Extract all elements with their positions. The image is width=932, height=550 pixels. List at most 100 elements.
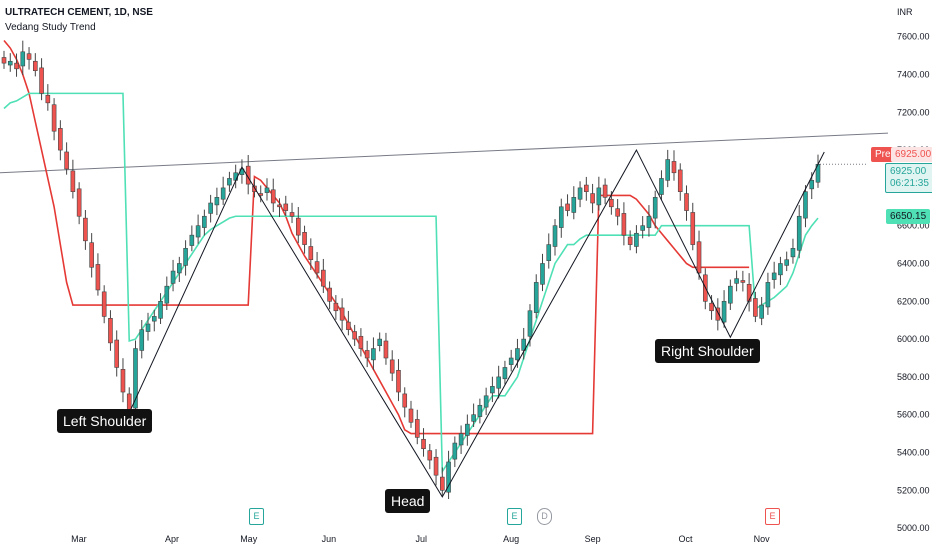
chart-title: ULTRATECH CEMENT, 1D, NSE (5, 7, 153, 18)
y-tick-label: 7600.00 (897, 32, 930, 42)
neckline (0, 132, 889, 174)
candle-body (76, 188, 82, 217)
candle-body (414, 419, 420, 438)
candle-body (677, 169, 683, 192)
candle-body (114, 339, 120, 368)
candle-body (640, 225, 645, 231)
x-tick-label: May (240, 534, 258, 544)
candle-body (170, 270, 176, 284)
candle-body (771, 272, 777, 280)
candle-body (446, 461, 451, 493)
candle-body (20, 51, 26, 67)
candle-body (490, 386, 495, 394)
label-right-shoulder: Right Shoulder (655, 339, 760, 363)
y-tick-label: 6600.00 (897, 221, 930, 231)
candle-body (358, 335, 364, 349)
candle-body (289, 212, 295, 217)
candle-body (408, 408, 414, 423)
candle-body (364, 350, 370, 359)
candle-body (584, 184, 589, 192)
x-tick-label: Nov (754, 534, 771, 544)
candle-body (195, 225, 201, 238)
x-tick-label: Sep (585, 534, 601, 544)
y-tick-label: 7400.00 (897, 69, 930, 79)
candle-body (728, 285, 733, 304)
candle-body (346, 321, 351, 330)
earnings-marker-icon[interactable]: E (765, 508, 780, 525)
candle-body (120, 369, 126, 393)
candle-body (89, 242, 94, 268)
candle-body (690, 212, 696, 245)
earnings-marker-icon[interactable]: E (507, 508, 522, 525)
candle-body (615, 208, 620, 217)
candle-body (39, 67, 44, 94)
currency-label: INR (897, 7, 913, 17)
candle-body (51, 104, 57, 132)
candle-body (389, 359, 395, 374)
candle-body (696, 241, 702, 274)
candle-body (746, 283, 752, 302)
candle-body (202, 215, 207, 228)
candle-body (734, 278, 739, 284)
candle-body (308, 246, 314, 261)
candle-body (577, 187, 583, 200)
candle-body (158, 300, 163, 319)
candle-body (502, 367, 508, 380)
candle-body (427, 450, 433, 461)
candle-body (465, 423, 470, 436)
candle-body (7, 60, 13, 66)
candle-body (177, 263, 182, 274)
last-price-value: 6925.00 (890, 166, 927, 177)
label-head: Head (385, 489, 431, 513)
y-tick-label: 5200.00 (897, 485, 930, 495)
candle-body (277, 204, 282, 208)
candle-body (784, 259, 789, 266)
candle-body (796, 215, 802, 251)
y-tick-label: 6000.00 (897, 334, 930, 344)
candle-body (753, 298, 758, 317)
candle-body (458, 433, 464, 446)
indicator-name: Vedang Study Trend (5, 22, 96, 33)
candle-body (558, 206, 564, 228)
candle-body (596, 187, 602, 206)
candle-body (515, 348, 520, 361)
candle-body (1, 57, 7, 64)
x-tick-label: Jul (416, 534, 428, 544)
candle-body (740, 280, 746, 283)
candle-body (264, 187, 270, 193)
candle-body (709, 302, 714, 312)
y-tick-label: 5000.00 (897, 523, 930, 533)
y-tick-label: 6400.00 (897, 258, 930, 268)
candle-body (314, 261, 320, 274)
candle-body (627, 236, 633, 245)
earnings-marker-icon[interactable]: E (249, 508, 264, 525)
candle-body (58, 128, 63, 151)
candle-body (759, 304, 764, 319)
candle-body (70, 170, 76, 192)
bar-countdown: 06:21:35 (890, 178, 929, 189)
candle-body (371, 348, 376, 361)
pre-market-price: 6925.00 (891, 147, 932, 162)
candle-body (646, 215, 652, 228)
candle-body (533, 282, 539, 313)
candle-body (108, 318, 113, 344)
candle-body (571, 197, 577, 213)
candle-body (477, 404, 483, 417)
y-tick-label: 5600.00 (897, 410, 930, 420)
candle-body (471, 414, 476, 422)
candle-body (552, 225, 558, 247)
candle-body (790, 248, 796, 258)
candle-body (302, 232, 307, 245)
label-left-shoulder: Left Shoulder (57, 409, 153, 433)
candle-body (433, 456, 439, 476)
candle-body (333, 302, 339, 312)
candle-body (270, 189, 276, 204)
candle-body (208, 202, 213, 214)
candle-body (295, 217, 301, 236)
pre-market-label: Pre (871, 147, 895, 162)
dividend-marker-icon[interactable]: D (537, 508, 552, 525)
pattern-zigzag (128, 149, 825, 498)
candle-body (602, 184, 608, 198)
candle-body (527, 310, 533, 337)
